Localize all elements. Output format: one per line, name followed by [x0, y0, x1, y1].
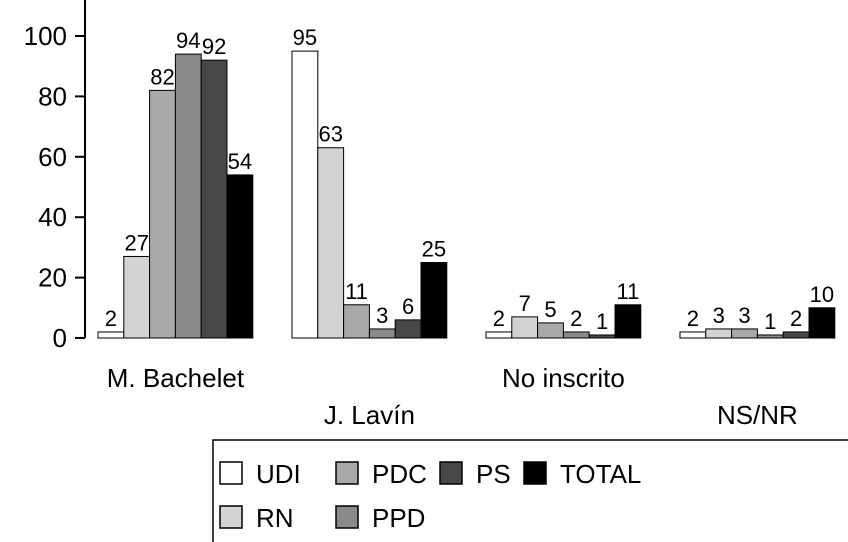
bar-ps	[200, 59, 228, 339]
data-label: 11	[345, 279, 368, 304]
bar-total	[614, 304, 642, 339]
data-label: 2	[790, 306, 802, 331]
legend-frame	[212, 439, 848, 542]
y-tick-label: 40	[38, 202, 67, 232]
bar-ps	[588, 334, 616, 339]
data-label: 27	[124, 230, 148, 255]
legend-swatch-ps	[439, 461, 463, 485]
legend-swatch-pdc	[335, 461, 359, 485]
bar-total	[226, 174, 254, 339]
legend-swatch-total	[523, 461, 547, 485]
data-label: 6	[402, 294, 414, 319]
category-label: No inscrito	[502, 363, 625, 393]
data-label: 10	[810, 282, 834, 307]
y-tick-label: 20	[38, 263, 67, 293]
y-axis: 0 20 40 60 80 100	[24, 0, 86, 353]
bar-ps	[394, 319, 422, 339]
category-label: J. Lavín	[324, 400, 415, 430]
legend-label-ppd: PPD	[372, 503, 425, 533]
bar-ppd	[368, 328, 396, 339]
bar-rn	[123, 255, 151, 339]
data-label: 5	[544, 297, 556, 322]
bar-ppd	[562, 331, 590, 339]
legend-label-pdc: PDC	[372, 459, 427, 489]
bar-pdc	[343, 304, 370, 339]
category-label: M. Bachelet	[107, 363, 245, 393]
bar-rn	[705, 328, 733, 339]
data-label: 92	[202, 34, 226, 59]
data-label: 11	[616, 279, 639, 304]
bar-ppd	[174, 53, 202, 339]
bar-udi	[485, 331, 513, 339]
legend-swatch-udi	[219, 461, 243, 485]
data-label: 1	[764, 309, 776, 334]
legend-label-rn: RN	[256, 503, 294, 533]
data-label: 7	[519, 291, 531, 316]
legend-label-udi: UDI	[256, 459, 301, 489]
data-label: 82	[150, 64, 174, 89]
data-label: 1	[596, 309, 608, 334]
data-label: 95	[293, 25, 317, 50]
data-label: 2	[493, 306, 505, 331]
bar-pdc	[149, 89, 176, 339]
legend: UDI RN PDC PPD PS TOTAL	[212, 439, 848, 542]
data-label: 3	[376, 303, 388, 328]
data-label: 94	[176, 28, 200, 53]
y-tick-label: 80	[38, 81, 67, 111]
y-tick-label: 0	[53, 323, 67, 353]
data-label: 2	[570, 306, 582, 331]
category-labels: M. Bachelet J. Lavín No inscrito NS/NR	[107, 363, 798, 430]
bar-total	[420, 262, 448, 339]
bar-rn	[511, 316, 539, 339]
bar-udi	[679, 331, 707, 339]
legend-swatch-rn	[219, 505, 243, 529]
data-label: 25	[422, 237, 446, 262]
category-label: NS/NR	[717, 400, 798, 430]
data-label: 63	[318, 122, 342, 147]
legend-label-ps: PS	[476, 459, 511, 489]
bar-pdc	[537, 322, 564, 339]
bar-rn	[317, 147, 345, 339]
data-label: 3	[738, 303, 750, 328]
bar-udi	[97, 331, 125, 339]
bar-ps	[782, 331, 810, 339]
legend-label-total: TOTAL	[560, 459, 641, 489]
data-label: 2	[105, 306, 117, 331]
data-label: 2	[687, 306, 699, 331]
bar-total	[808, 307, 836, 339]
y-tick-label: 100	[24, 21, 67, 51]
data-label: 3	[713, 303, 725, 328]
bar-ppd	[756, 334, 784, 339]
bars	[97, 50, 836, 339]
legend-swatch-ppd	[335, 505, 359, 529]
y-tick-label: 60	[38, 142, 67, 172]
data-label: 54	[228, 149, 252, 174]
bar-udi	[291, 50, 319, 339]
bar-pdc	[731, 328, 758, 339]
